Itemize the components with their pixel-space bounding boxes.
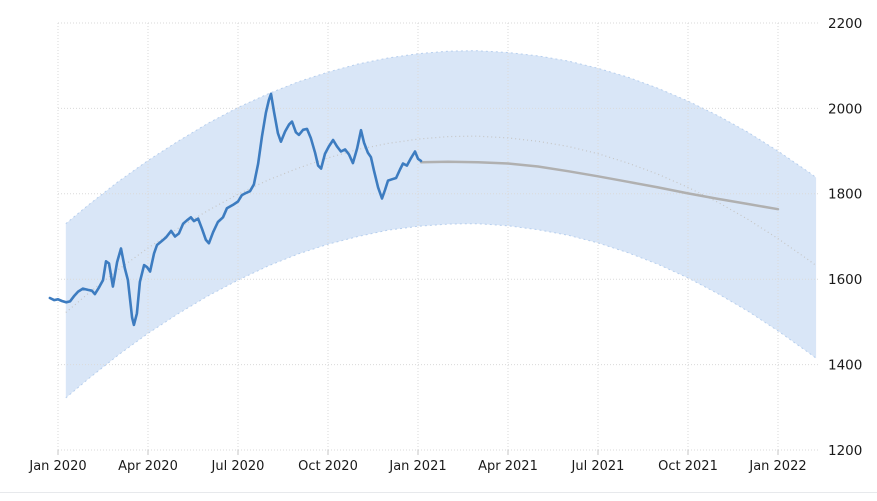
x-axis-label: Jan 2020 xyxy=(28,459,86,474)
y-axis-label: 1800 xyxy=(828,187,862,203)
x-axis-label: Apr 2021 xyxy=(478,459,538,474)
x-axis-label: Jul 2021 xyxy=(571,459,625,474)
x-axis-label: Jul 2020 xyxy=(211,459,265,474)
x-axis: Jan 2020 Apr 2020 Jul 2020 Oct 2020 Jan 2021… xyxy=(28,459,806,474)
y-axis-label: 2200 xyxy=(828,16,862,32)
x-axis-label: Apr 2020 xyxy=(118,459,178,474)
grid xyxy=(57,22,820,455)
y-axis-label: 1200 xyxy=(828,443,862,459)
forecast-line xyxy=(419,160,780,211)
x-axis-label: Oct 2020 xyxy=(298,459,358,474)
x-axis-label: Jan 2022 xyxy=(748,459,806,474)
historical-price-line xyxy=(48,92,423,327)
x-axis-label: Oct 2021 xyxy=(658,459,718,474)
y-axis-label: 1600 xyxy=(828,272,862,288)
x-axis-label: Jan 2021 xyxy=(388,459,446,474)
y-axis: 1200 1400 1600 1800 2000 2200 xyxy=(828,16,862,459)
confidence-band-bottom-edge xyxy=(65,223,817,399)
y-axis-label: 2000 xyxy=(828,101,862,117)
y-axis-label: 1400 xyxy=(828,357,862,373)
